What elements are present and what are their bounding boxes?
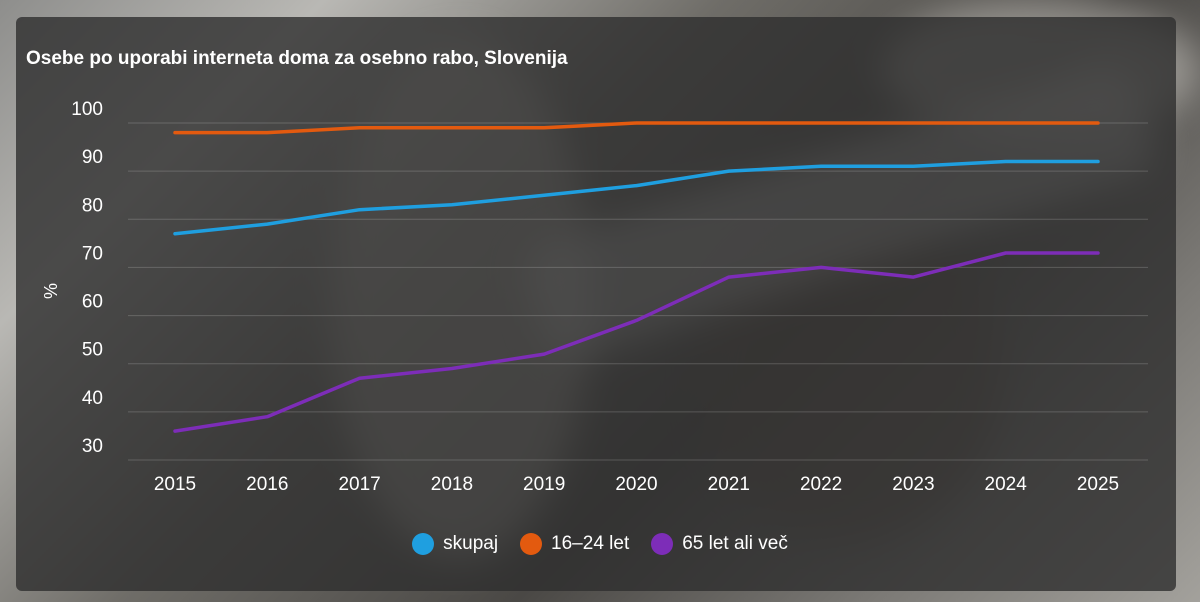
x-tick-label: 2017 — [338, 474, 380, 495]
x-tick-label: 2024 — [985, 474, 1028, 495]
legend-item-1[interactable]: skupaj — [412, 533, 498, 555]
y-tick-label: 80 — [82, 195, 103, 216]
series-line-1 — [173, 159, 1100, 236]
legend-item-2[interactable]: 16–24 let — [520, 533, 629, 555]
chart-card — [16, 17, 1176, 591]
legend-dot-icon — [651, 533, 674, 555]
y-tick-label: 50 — [82, 340, 103, 361]
x-tick-label: 2018 — [431, 474, 473, 495]
x-tick-label: 2015 — [154, 474, 196, 495]
chart-legend: skupaj 16–24 let 65 let ali več — [0, 533, 1200, 555]
series-line-2 — [173, 121, 1100, 135]
series-line-3 — [173, 251, 1100, 433]
x-tick-label: 2023 — [892, 474, 934, 495]
y-tick-label: 90 — [82, 147, 103, 168]
legend-dot-icon — [520, 533, 543, 555]
x-tick-label: 2016 — [246, 474, 288, 495]
x-tick-label: 2019 — [523, 474, 565, 495]
chart-title: Osebe po uporabi interneta doma za osebn… — [26, 48, 568, 69]
legend-label: 65 let ali več — [682, 533, 788, 554]
legend-label: 16–24 let — [551, 533, 630, 554]
y-tick-label: 40 — [82, 388, 103, 409]
x-tick-label: 2020 — [615, 474, 657, 495]
y-tick-label: 100 — [71, 99, 103, 120]
x-tick-label: 2025 — [1077, 474, 1119, 495]
legend-label: skupaj — [443, 533, 499, 554]
x-tick-label: 2022 — [800, 474, 842, 495]
y-tick-label: 70 — [82, 243, 103, 264]
x-tick-label: 2021 — [708, 474, 750, 495]
y-tick-label: 30 — [82, 436, 103, 457]
legend-dot-icon — [412, 533, 435, 555]
legend-item-3[interactable]: 65 let ali več — [651, 533, 788, 555]
y-tick-label: 60 — [82, 292, 103, 313]
y-axis-label: % — [41, 283, 61, 299]
